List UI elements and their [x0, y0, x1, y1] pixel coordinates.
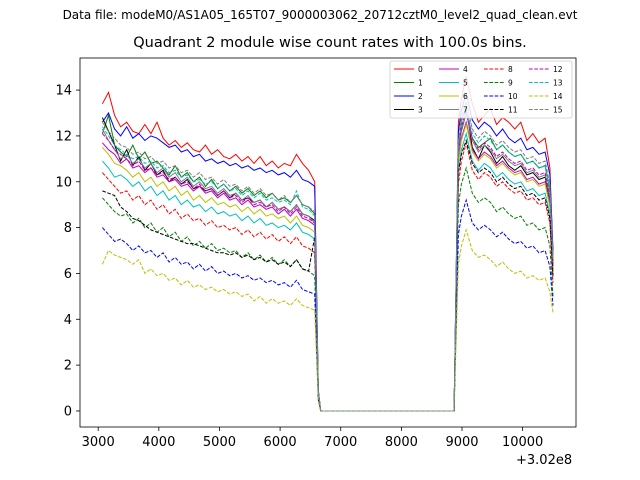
legend-label-6: 6: [463, 92, 468, 101]
x-tick-label: 8000: [385, 435, 418, 450]
y-tick-label: 6: [64, 267, 72, 282]
legend-label-0: 0: [418, 65, 423, 74]
x-tick-label: 10000: [502, 435, 543, 450]
legend-label-9: 9: [508, 79, 513, 88]
series-line-15: [101, 99, 554, 412]
chart-suptitle: Data file: modeM0/AS1A05_165T07_90000030…: [62, 8, 578, 22]
legend-label-14: 14: [553, 92, 563, 101]
y-tick-label: 10: [55, 175, 72, 190]
legend-label-4: 4: [463, 65, 468, 74]
legend-label-13: 13: [553, 79, 563, 88]
legend-label-10: 10: [508, 92, 518, 101]
series-line-10: [102, 198, 554, 412]
y-tick-label: 12: [55, 129, 72, 144]
series-line-5: [102, 131, 554, 412]
x-offset-label: +3.02e8: [516, 453, 573, 468]
y-tick-label: 8: [64, 221, 72, 236]
series-line-13: [101, 104, 554, 412]
chart-title: Quadrant 2 module wise count rates with …: [133, 35, 527, 51]
legend-label-3: 3: [418, 106, 423, 115]
legend-label-8: 8: [508, 65, 513, 74]
plot-area: [101, 76, 554, 412]
x-tick-label: 7000: [324, 435, 357, 450]
x-tick-label: 9000: [445, 435, 478, 450]
series-line-7: [101, 111, 554, 412]
x-tick-label: 5000: [203, 435, 236, 450]
series-line-1: [101, 112, 554, 412]
series-line-8: [102, 142, 554, 412]
series-line-0: [101, 76, 554, 412]
series-line-4: [102, 120, 554, 412]
legend-label-2: 2: [418, 92, 423, 101]
legend-label-12: 12: [553, 65, 563, 74]
series-line-14: [101, 228, 554, 412]
legend-label-5: 5: [463, 79, 468, 88]
y-tick-label: 4: [64, 313, 72, 328]
series-line-2: [101, 92, 554, 412]
x-tick-label: 4000: [142, 435, 175, 450]
series-line-9: [102, 166, 554, 412]
y-tick-label: 14: [55, 84, 72, 99]
y-tick-label: 0: [64, 404, 72, 419]
series-line-3: [101, 106, 554, 412]
legend-box: [389, 60, 573, 119]
legend-label-1: 1: [418, 79, 423, 88]
legend-label-15: 15: [553, 106, 563, 115]
x-tick-label: 6000: [264, 435, 297, 450]
legend-label-7: 7: [463, 106, 468, 115]
y-tick-label: 2: [64, 359, 72, 374]
axes-frame: [79, 57, 577, 428]
x-tick-label: 3000: [82, 435, 115, 450]
legend-label-11: 11: [508, 106, 518, 115]
series-line-12: [102, 108, 554, 412]
